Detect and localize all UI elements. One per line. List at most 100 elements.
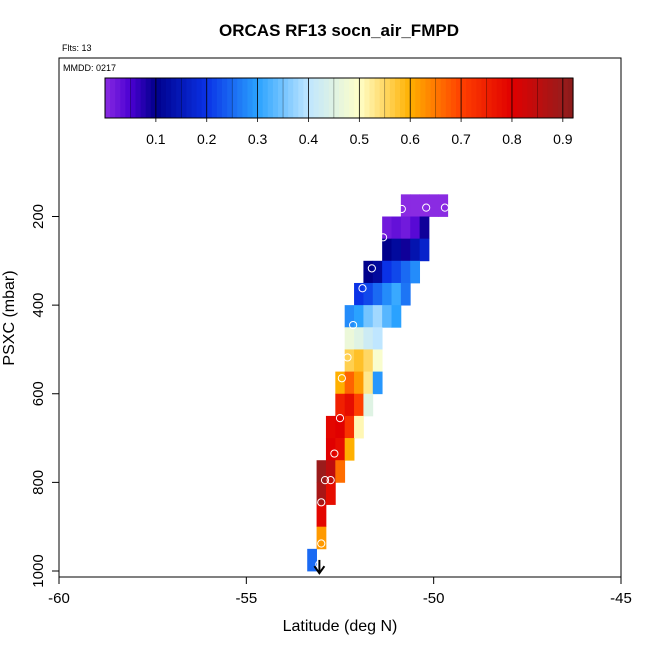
colorbar-segment: [567, 78, 574, 118]
colorbar-segment: [145, 78, 152, 118]
heatmap-cell: [372, 349, 383, 372]
colorbar-segment: [293, 78, 299, 118]
colorbar-segment: [267, 78, 274, 118]
colorbar-segment: [435, 78, 442, 118]
colorbar-segment: [506, 78, 513, 118]
colorbar-segment: [461, 78, 467, 118]
colorbar-segment: [277, 78, 284, 118]
colorbar-segment: [318, 78, 325, 118]
heatmap-cell: [363, 305, 374, 328]
x-tick-label: -45: [610, 590, 632, 607]
colorbar-segment: [328, 78, 335, 118]
colorbar-segment: [298, 78, 304, 118]
heatmap-cell: [382, 305, 392, 328]
y-tick-label: 600: [30, 381, 47, 406]
heatmap-cell: [391, 260, 402, 284]
heatmap-cell: [354, 393, 364, 417]
date-label: MMDD: 0217: [63, 63, 116, 73]
heatmap-cell: [419, 238, 430, 262]
heatmap-cell: [410, 238, 421, 262]
colorbar-segment: [160, 78, 167, 118]
chart-title: ORCAS RF13 socn_air_FMPD: [219, 21, 459, 40]
colorbar-segment: [216, 78, 223, 118]
heatmap-cell: [325, 438, 336, 461]
colorbar-segment: [369, 78, 376, 118]
colorbar-segment: [517, 78, 523, 118]
colorbar-segment: [537, 78, 544, 118]
colorbar-segment: [272, 78, 279, 118]
colorbar-segment: [166, 78, 172, 118]
heatmap-cell: [400, 260, 411, 284]
heatmap-cell: [354, 349, 364, 372]
flights-label: Flts: 13: [62, 43, 92, 53]
heatmap-cell: [307, 548, 317, 572]
colorbar-segment: [400, 78, 406, 118]
heatmap-cell: [372, 260, 383, 284]
observation-point: [335, 414, 345, 423]
heatmap-cell: [316, 460, 327, 483]
colorbar-segment: [425, 78, 432, 118]
colorbar-segment: [201, 78, 208, 118]
colorbar-segment: [222, 78, 228, 118]
heatmap-cell: [335, 460, 346, 483]
colorbar-segment: [191, 78, 198, 118]
colorbar-segment: [501, 78, 508, 118]
colorbar-segment: [344, 78, 350, 118]
colorbar-segment: [237, 78, 243, 118]
heatmap-cell: [363, 349, 374, 372]
colorbar-segment: [379, 78, 386, 118]
colorbar-segment: [405, 78, 411, 118]
colorbar-tick-label: 0.6: [400, 131, 420, 147]
colorbar-segment: [176, 78, 182, 118]
heatmap-cell: [400, 238, 411, 262]
heatmap-cell: [382, 216, 392, 240]
x-tick-label: -55: [235, 590, 257, 607]
colorbar-segment: [547, 78, 554, 118]
heatmap-cell: [316, 482, 327, 505]
colorbar-segment: [247, 78, 254, 118]
observation-point: [320, 476, 330, 485]
colorbar-segment: [262, 78, 269, 118]
colorbar-segment: [542, 78, 549, 118]
y-tick-label: 800: [30, 470, 47, 495]
colorbar-segment: [110, 78, 116, 118]
heatmap-cell: [335, 415, 346, 439]
colorbar-segment: [491, 78, 498, 118]
colorbar-segment: [394, 78, 401, 118]
observation-point: [367, 264, 376, 273]
y-tick-label: 400: [30, 293, 47, 318]
colorbar-segment: [303, 78, 310, 118]
y-tick-label: 200: [30, 204, 47, 229]
colorbar-segment: [150, 78, 157, 118]
observation-point: [343, 353, 352, 362]
heatmap-cell: [335, 371, 346, 395]
colorbar-segment: [532, 78, 538, 118]
heatmap-cell: [363, 282, 374, 306]
heatmap-cell: [391, 238, 402, 262]
plot-area: [58, 57, 622, 578]
heatmap-cell: [335, 438, 346, 461]
x-axis-label: Latitude (deg N): [283, 618, 398, 635]
heatmap-cell: [410, 216, 421, 240]
observation-point: [317, 539, 326, 548]
colorbar-segment: [374, 78, 381, 118]
colorbar-tick-label: 0.2: [197, 131, 217, 147]
colorbar-segment: [481, 78, 488, 118]
observation-point: [378, 233, 388, 242]
colorbar-segment: [308, 78, 315, 118]
colorbar-segment: [196, 78, 203, 118]
colorbar-segment: [105, 78, 111, 118]
heatmap-cell: [325, 415, 336, 439]
colorbar-segment: [313, 78, 320, 118]
colorbar-segment: [445, 78, 452, 118]
heatmap-cell: [410, 194, 421, 217]
heatmap-cell: [391, 305, 402, 328]
heatmap-cell: [354, 415, 364, 439]
x-axis: -60 -55 -50 -45: [48, 577, 632, 607]
colorbar-segment: [384, 78, 391, 118]
heatmap-cell: [363, 393, 374, 417]
colorbar-tick-label: 0.5: [350, 131, 370, 147]
heatmap-cell: [335, 393, 346, 417]
heatmap-cell: [391, 216, 402, 240]
